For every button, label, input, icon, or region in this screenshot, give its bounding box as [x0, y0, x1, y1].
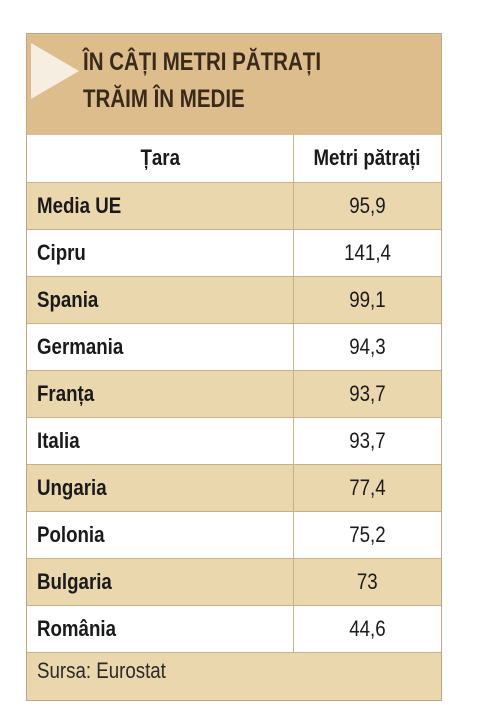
table-row: Bulgaria 73	[27, 558, 441, 606]
table-row: Cipru 141,4	[27, 229, 441, 277]
value-cell: 93,7	[293, 370, 441, 418]
country-cell: Ungaria	[27, 464, 294, 512]
table-row: Polonia 75,2	[27, 511, 441, 559]
country-cell: Polonia	[27, 511, 294, 559]
country-cell: Bulgaria	[27, 558, 294, 606]
source-note: Sursa: Eurostat	[37, 658, 166, 683]
infobox-header: ÎN CÂȚI METRI PĂTRAȚI TRĂIM ÎN MEDIE	[27, 34, 441, 135]
table-row: România 44,6	[27, 605, 441, 653]
table-row: Ungaria 77,4	[27, 464, 441, 512]
play-arrow-icon	[31, 43, 79, 99]
value-cell: 73	[293, 558, 441, 606]
table-row: Italia 93,7	[27, 417, 441, 465]
table-header-row: Țara Metri pătrați	[27, 135, 441, 183]
value-cell: 75,2	[293, 511, 441, 559]
value-cell: 44,6	[293, 605, 441, 653]
country-cell: Media UE	[27, 182, 294, 230]
data-table: Țara Metri pătrați Media UE 95,9 Cipru 1…	[27, 135, 441, 653]
value-cell: 93,7	[293, 417, 441, 465]
column-header-country: Țara	[27, 135, 294, 183]
country-cell: Spania	[27, 276, 294, 324]
infobox-title: ÎN CÂȚI METRI PĂTRAȚI TRĂIM ÎN MEDIE	[83, 44, 370, 118]
table-row: Franța 93,7	[27, 370, 441, 418]
country-cell: Italia	[27, 417, 294, 465]
table-row: Media UE 95,9	[27, 182, 441, 230]
value-cell: 99,1	[293, 276, 441, 324]
value-cell: 94,3	[293, 323, 441, 371]
column-header-value: Metri pătrați	[293, 135, 441, 183]
country-cell: România	[27, 605, 294, 653]
title-line-2: TRĂIM ÎN MEDIE	[83, 85, 245, 113]
country-cell: Franța	[27, 370, 294, 418]
value-cell: 141,4	[293, 229, 441, 277]
value-cell: 77,4	[293, 464, 441, 512]
country-cell: Cipru	[27, 229, 294, 277]
country-cell: Germania	[27, 323, 294, 371]
table-row: Germania 94,3	[27, 323, 441, 371]
title-line-1: ÎN CÂȚI METRI PĂTRAȚI	[83, 48, 322, 76]
value-cell: 95,9	[293, 182, 441, 230]
table-row: Spania 99,1	[27, 276, 441, 324]
infobox-card: ÎN CÂȚI METRI PĂTRAȚI TRĂIM ÎN MEDIE Țar…	[26, 33, 442, 701]
